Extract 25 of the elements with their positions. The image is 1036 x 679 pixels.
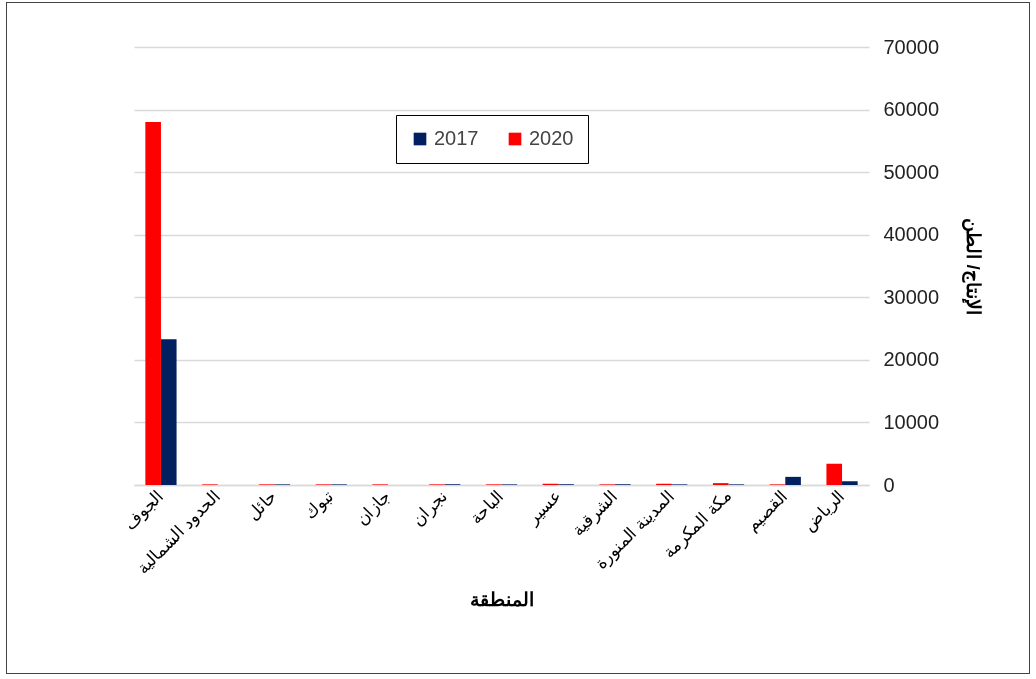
x-tick-label: نجران <box>407 486 452 531</box>
y-tick-label: 60000 <box>883 98 940 121</box>
x-tick-label: القصيم <box>742 486 793 536</box>
x-tick-label: جازان <box>351 486 396 530</box>
x-tick-label: تبوك <box>300 486 339 524</box>
y-tick-label: 50000 <box>883 160 940 183</box>
bar <box>160 339 177 485</box>
x-tick-label: الباحة <box>466 486 508 529</box>
bar <box>842 481 858 485</box>
x-axis-title: المنطقة <box>470 588 534 610</box>
x-tick-label: الرياض <box>799 486 850 536</box>
y-tick-label: 20000 <box>883 348 940 371</box>
bar <box>785 476 801 485</box>
legend-label: 2017 <box>434 127 479 149</box>
legend-label: 2020 <box>529 127 574 149</box>
y-tick-label: 70000 <box>883 35 940 58</box>
y-tick-label: 40000 <box>883 223 940 246</box>
bar <box>826 463 843 485</box>
y-tick-label: 10000 <box>883 410 940 433</box>
y-tick-label: 0 <box>883 473 895 496</box>
x-tick-label: حائل <box>243 486 281 524</box>
y-tick-label: 30000 <box>883 285 940 308</box>
y-axis-title: الإنتاج/ الطن <box>961 218 985 315</box>
bar <box>145 122 161 485</box>
x-tick-label: عسير <box>522 486 566 529</box>
